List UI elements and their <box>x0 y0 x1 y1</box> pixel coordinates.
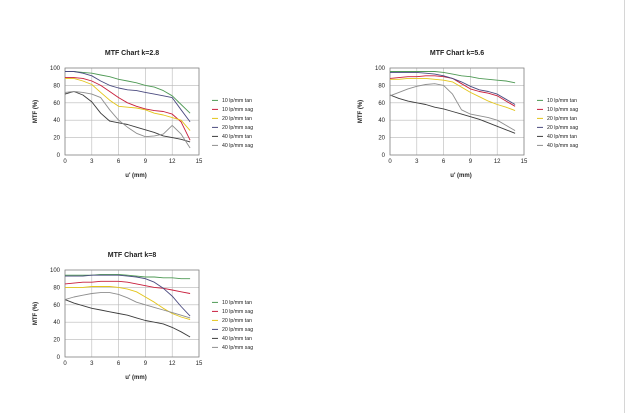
legend-entry: 20 lp/mm tan <box>222 318 252 324</box>
x-tick-label: 12 <box>169 361 176 367</box>
plot-frame <box>389 67 525 156</box>
legend-entry: 10 lp/mm sag <box>222 107 253 113</box>
y-tick-label: 40 <box>378 118 385 124</box>
series-line-20-lp-mm-sag <box>65 71 191 123</box>
series-line-10-lp-mm-sag <box>64 280 191 294</box>
legend-entry: 20 lp/mm tan <box>547 116 577 122</box>
legend-entry: 20 lp/mm sag <box>547 125 578 131</box>
legend-entry: 40 lp/mm tan <box>222 336 252 342</box>
x-tick-label: 9 <box>144 361 148 367</box>
y-tick-label: 40 <box>53 118 60 124</box>
y-tick-label: 100 <box>375 66 386 72</box>
y-tick-label: 40 <box>53 320 60 326</box>
y-axis-label: MTF (%) <box>33 100 39 123</box>
x-tick-label: 6 <box>442 159 446 165</box>
legend-entry: 40 lp/mm sag <box>547 143 578 149</box>
x-tick-label: 3 <box>90 361 94 367</box>
mtf-chart-3: MTF Chart k=8 0 20 40 60 80 100 0 3 6 9 12 15 u' (mm)… <box>33 252 253 381</box>
x-tick-label: 6 <box>117 159 121 165</box>
y-tick-label: 0 <box>57 153 61 159</box>
series-line-40-lp-mm-tan <box>64 299 191 338</box>
series-line-40-lp-mm-tan <box>389 94 516 134</box>
series-line-10-lp-mm-tan <box>390 71 516 84</box>
x-tick-label: 15 <box>196 159 203 165</box>
legend-entry: 20 lp/mm sag <box>222 327 253 333</box>
series-line-20-lp-mm-sag <box>65 274 191 317</box>
y-tick-label: 0 <box>382 153 386 159</box>
plot-frame <box>64 67 200 156</box>
x-tick-label: 9 <box>144 159 148 165</box>
y-tick-label: 0 <box>57 355 61 361</box>
plot-frame <box>64 269 200 358</box>
legend-entry: 40 lp/mm tan <box>547 134 577 140</box>
x-tick-label: 0 <box>63 361 67 367</box>
series-line-40-lp-mm-sag <box>389 83 516 131</box>
y-tick-label: 100 <box>50 66 61 72</box>
y-axis-label: MTF (%) <box>358 100 364 123</box>
y-tick-label: 60 <box>378 101 385 107</box>
mtf-chart-1: MTF Chart k=2.8 0 20 40 60 80 100 0 3 6 9 12 15 u' (m… <box>33 50 253 179</box>
x-tick-label: 12 <box>494 159 501 165</box>
legend-entry: 10 lp/mm tan <box>222 98 252 104</box>
x-tick-label: 3 <box>415 159 419 165</box>
series-line-40-lp-mm-sag <box>64 292 191 319</box>
legend-entry: 10 lp/mm sag <box>547 107 578 113</box>
chart-title: MTF Chart k=2.8 <box>105 50 159 57</box>
legend-entry: 20 lp/mm tan <box>222 116 252 122</box>
series-line-20-lp-mm-sag <box>390 71 516 105</box>
x-axis-label: u' (mm) <box>125 375 146 381</box>
x-tick-label: 15 <box>196 361 203 367</box>
x-tick-label: 3 <box>90 159 94 165</box>
legend-entry: 40 lp/mm tan <box>222 134 252 140</box>
x-tick-label: 12 <box>169 159 176 165</box>
y-tick-label: 20 <box>53 338 60 344</box>
y-tick-label: 80 <box>53 285 60 291</box>
series-line-40-lp-mm-sag <box>64 91 191 149</box>
series-line-20-lp-mm-tan <box>390 77 516 112</box>
x-tick-label: 6 <box>117 361 121 367</box>
x-axis-label: u' (mm) <box>450 173 471 179</box>
series-line-40-lp-mm-tan <box>64 91 191 143</box>
series-line-20-lp-mm-tan <box>65 77 191 131</box>
y-tick-label: 100 <box>50 268 61 274</box>
legend-entry: 10 lp/mm tan <box>547 98 577 104</box>
x-axis-label: u' (mm) <box>125 173 146 179</box>
legend-entry: 20 lp/mm sag <box>222 125 253 131</box>
x-tick-label: 0 <box>63 159 67 165</box>
series-line-10-lp-mm-tan <box>65 71 191 114</box>
legend-entry: 40 lp/mm sag <box>222 345 253 351</box>
y-tick-label: 80 <box>53 83 60 89</box>
series-line-10-lp-mm-sag <box>65 77 191 141</box>
mtf-chart-2: MTF Chart k=5.6 0 20 40 60 80 100 0 3 6 9 12 15 u' (m… <box>358 50 578 179</box>
y-tick-label: 60 <box>53 101 60 107</box>
series-line-20-lp-mm-tan <box>65 286 191 321</box>
y-axis-label: MTF (%) <box>33 302 39 325</box>
chart-title: MTF Chart k=5.6 <box>430 50 484 57</box>
legend-entry: 40 lp/mm sag <box>222 143 253 149</box>
chart-title: MTF Chart k=8 <box>108 252 157 259</box>
x-tick-label: 9 <box>469 159 473 165</box>
x-tick-label: 0 <box>388 159 392 165</box>
legend-entry: 10 lp/mm tan <box>222 300 252 306</box>
y-tick-label: 20 <box>53 136 60 142</box>
x-tick-label: 15 <box>521 159 528 165</box>
legend-entry: 10 lp/mm sag <box>222 309 253 315</box>
series-line-10-lp-mm-tan <box>65 273 191 280</box>
y-tick-label: 80 <box>378 83 385 89</box>
y-tick-label: 20 <box>378 136 385 142</box>
y-tick-label: 60 <box>53 303 60 309</box>
